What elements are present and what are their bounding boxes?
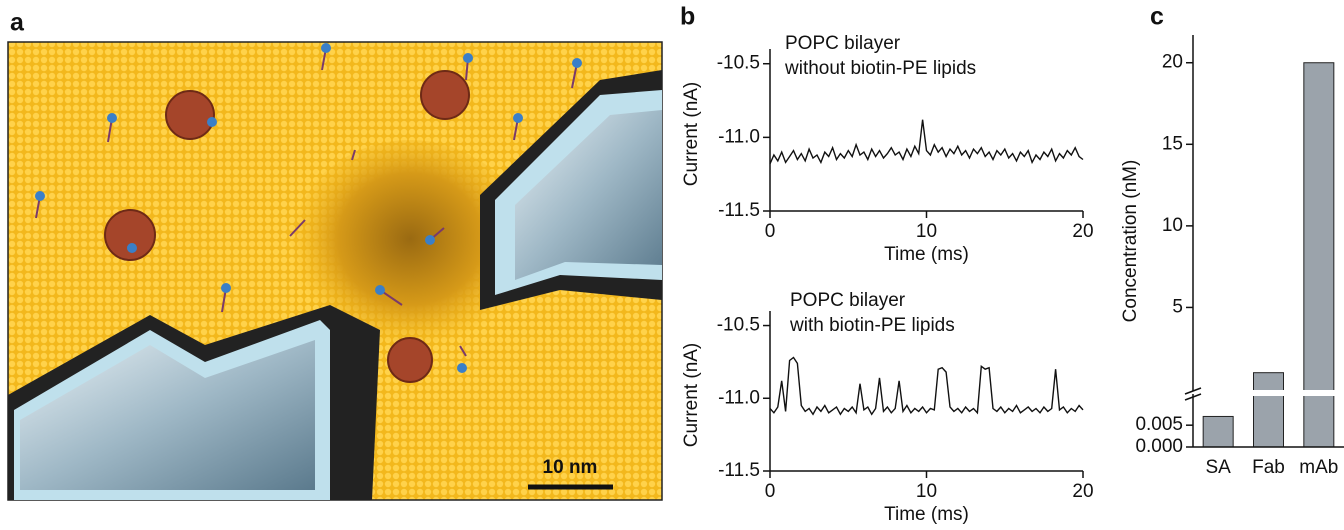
- y-tick-label: -11.0: [718, 126, 760, 147]
- y-tick-label: 15: [1162, 133, 1183, 154]
- y-tick-label: -11.5: [718, 460, 760, 481]
- x-tick-label: mAb: [1299, 457, 1338, 478]
- x-tick-label: 0: [765, 221, 776, 242]
- x-tick-label: 10: [916, 221, 937, 242]
- y-tick-label: 20: [1162, 52, 1183, 73]
- biotin-heads: [35, 43, 582, 373]
- x-tick-label: 20: [1072, 221, 1093, 242]
- x-tick-label: Fab: [1252, 457, 1285, 478]
- x-tick-label: 10: [916, 481, 937, 502]
- illustration: 10 nm a: [7, 8, 663, 501]
- bar: [1253, 372, 1284, 448]
- proteins: [104, 70, 470, 383]
- y-tick-label: -11.0: [718, 387, 760, 408]
- axis-break: [1184, 387, 1202, 395]
- axis-break: [1184, 393, 1202, 401]
- x-tick-label: 0: [765, 481, 776, 502]
- axis-break-gap: [1194, 390, 1344, 396]
- substrate-block: [515, 110, 662, 280]
- trace: [769, 356, 1084, 416]
- chart-subtitle: with biotin-PE lipids: [789, 315, 955, 336]
- panel-label: a: [10, 9, 25, 37]
- y-axis-label: Current (nA): [681, 82, 702, 187]
- x-tick-label: 20: [1072, 481, 1093, 502]
- panel-label: b: [680, 3, 695, 31]
- x-axis-label: Time (ms): [884, 504, 969, 525]
- y-axis-label: Current (nA): [681, 343, 702, 448]
- label-bg: [8, 8, 32, 38]
- bar: [1303, 62, 1335, 448]
- chart-title: POPC bilayer: [785, 33, 901, 54]
- chart-title: POPC bilayer: [790, 290, 906, 311]
- pore-funnel: [290, 140, 530, 360]
- scale-bar-label: 10 nm: [543, 457, 598, 478]
- x-tick-label: SA: [1205, 457, 1231, 478]
- substrate-block: [20, 340, 315, 490]
- y-tick-label: 0.005: [1135, 414, 1183, 435]
- y-tick-label: -11.5: [718, 200, 760, 221]
- y-tick-label: -10.5: [717, 53, 760, 74]
- y-tick-label: 0.000: [1135, 436, 1183, 457]
- y-tick-label: -10.5: [717, 315, 760, 336]
- y-axis-label: Concentration (nM): [1120, 160, 1141, 323]
- y-tick-label: 5: [1172, 296, 1183, 317]
- chart-subtitle: without biotin-PE lipids: [784, 58, 976, 79]
- y-tick-label: 10: [1162, 215, 1183, 236]
- panel-label: c: [1150, 3, 1164, 31]
- bar: [1202, 415, 1234, 448]
- trace: [769, 119, 1084, 165]
- x-axis-label: Time (ms): [884, 244, 969, 265]
